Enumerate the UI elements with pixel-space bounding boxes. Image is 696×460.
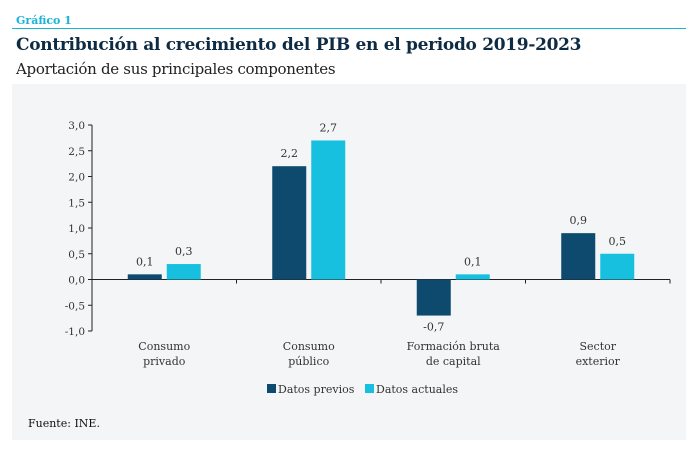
category-label: Formación bruta	[407, 340, 501, 353]
y-tick-label: -0,5	[65, 300, 85, 312]
data-label: 0,9	[570, 214, 588, 227]
legend-swatch	[267, 384, 276, 393]
source-note: Fuente: INE.	[28, 417, 100, 430]
bar-previous	[561, 233, 596, 280]
category-label: Consumo	[283, 340, 335, 353]
data-label: 0,3	[175, 245, 193, 258]
bar-previous	[416, 279, 451, 316]
bar-current	[166, 264, 201, 280]
category-label: privado	[143, 355, 186, 368]
y-tick-label: 1,5	[68, 197, 85, 209]
y-tick-label: 3,0	[68, 120, 85, 132]
page-title: Contribución al crecimiento del PIB en e…	[16, 35, 582, 55]
bar-current	[600, 253, 635, 280]
data-label: 0,5	[609, 235, 627, 248]
data-label: -0,7	[423, 321, 444, 334]
data-label: 0,1	[464, 255, 482, 268]
bar-previous	[127, 274, 162, 280]
header-rule	[12, 28, 686, 29]
category-label: exterior	[576, 355, 621, 368]
data-label: 0,1	[136, 255, 154, 268]
bar-current	[455, 274, 490, 280]
page-subtitle: Aportación de sus principales componente…	[16, 60, 336, 78]
legend-swatch	[365, 384, 374, 393]
data-label: 2,2	[281, 147, 299, 160]
legend-label: Datos previos	[278, 383, 355, 396]
category-label: Consumo	[138, 340, 190, 353]
y-tick-label: 2,5	[68, 146, 85, 158]
figure-label: Gráfico 1	[16, 14, 72, 27]
category-label: de capital	[426, 355, 481, 368]
category-label: público	[288, 355, 329, 368]
legend-label: Datos actuales	[376, 383, 458, 396]
data-label: 2,7	[320, 121, 338, 134]
y-tick-label: 2,0	[68, 172, 85, 184]
bar-previous	[272, 166, 307, 280]
y-tick-label: 1,0	[68, 223, 85, 235]
bar-current	[311, 140, 346, 280]
category-label: Sector	[579, 340, 616, 353]
y-tick-label: -1,0	[65, 326, 85, 338]
y-tick-label: 0,0	[68, 275, 85, 287]
y-tick-label: 0,5	[68, 249, 85, 261]
